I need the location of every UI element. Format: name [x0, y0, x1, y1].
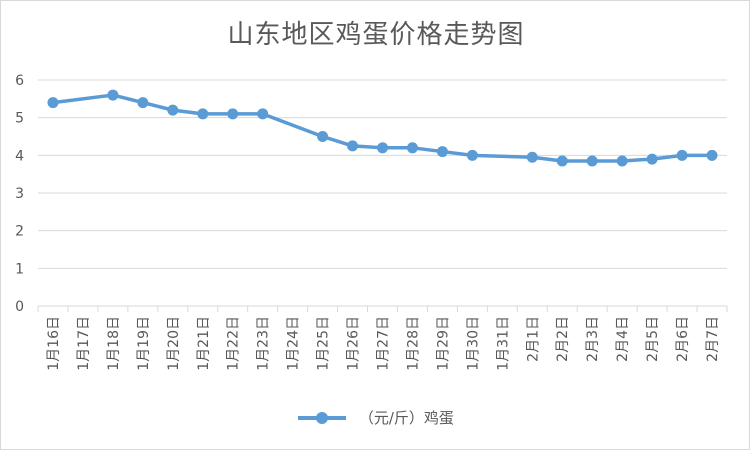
x-tick-label: 1月20日: [166, 316, 182, 371]
x-tick-label: 1月22日: [226, 316, 242, 371]
data-point: [107, 89, 119, 101]
x-tick-label: 2月3日: [585, 316, 601, 362]
x-tick-label: 2月6日: [675, 316, 691, 362]
data-point: [616, 155, 628, 167]
data-point: [47, 97, 59, 109]
x-tick-label: 1月31日: [495, 316, 511, 371]
data-point: [676, 149, 688, 161]
y-tick-label: 5: [15, 111, 24, 127]
x-tick-label: 2月2日: [555, 316, 571, 362]
data-point: [347, 140, 359, 152]
chart-title: 山东地区鸡蛋价格走势图: [227, 20, 525, 50]
data-point: [556, 155, 568, 167]
data-point: [197, 108, 209, 120]
x-tick-label: 1月18日: [106, 316, 122, 371]
x-tick-label: 2月7日: [705, 316, 721, 362]
data-point: [436, 146, 448, 158]
data-point: [586, 155, 598, 167]
y-tick-label: 0: [15, 299, 24, 315]
x-tick-label: 1月29日: [435, 316, 451, 371]
legend: （元/斤）鸡蛋: [0, 407, 752, 428]
y-tick-label: 6: [15, 73, 24, 89]
data-point: [167, 104, 179, 116]
x-tick-label: 1月28日: [405, 316, 421, 371]
y-tick-label: 3: [15, 186, 24, 202]
x-tick-label: 2月5日: [645, 316, 661, 362]
data-point: [317, 131, 329, 142]
y-tick-label: 4: [15, 148, 24, 164]
data-point: [227, 108, 239, 120]
data-point: [466, 149, 478, 161]
x-tick-label: 1月24日: [286, 316, 302, 371]
legend-label: （元/斤）鸡蛋: [358, 409, 454, 427]
x-tick-label: 2月4日: [615, 316, 631, 362]
y-tick-label: 2: [15, 224, 24, 240]
x-tick-label: 1月17日: [76, 316, 92, 371]
y-tick-label: 1: [15, 261, 24, 277]
x-tick-label: 1月16日: [46, 316, 62, 371]
x-tick-label: 1月21日: [196, 316, 212, 371]
data-point: [137, 97, 149, 109]
x-tick-label: 1月19日: [136, 316, 152, 371]
x-tick-label: 1月26日: [346, 316, 362, 371]
x-tick-label: 1月30日: [465, 316, 481, 371]
data-point: [257, 108, 269, 120]
data-point: [377, 142, 388, 154]
x-tick-label: 1月23日: [256, 316, 272, 371]
legend-swatch: [298, 410, 347, 426]
data-point: [406, 142, 418, 154]
data-point: [646, 153, 658, 165]
x-tick-label: 1月27日: [376, 316, 392, 371]
data-point: [526, 151, 538, 163]
data-point: [706, 149, 718, 161]
x-tick-label: 1月25日: [316, 316, 332, 371]
x-tick-label: 2月1日: [525, 316, 541, 362]
